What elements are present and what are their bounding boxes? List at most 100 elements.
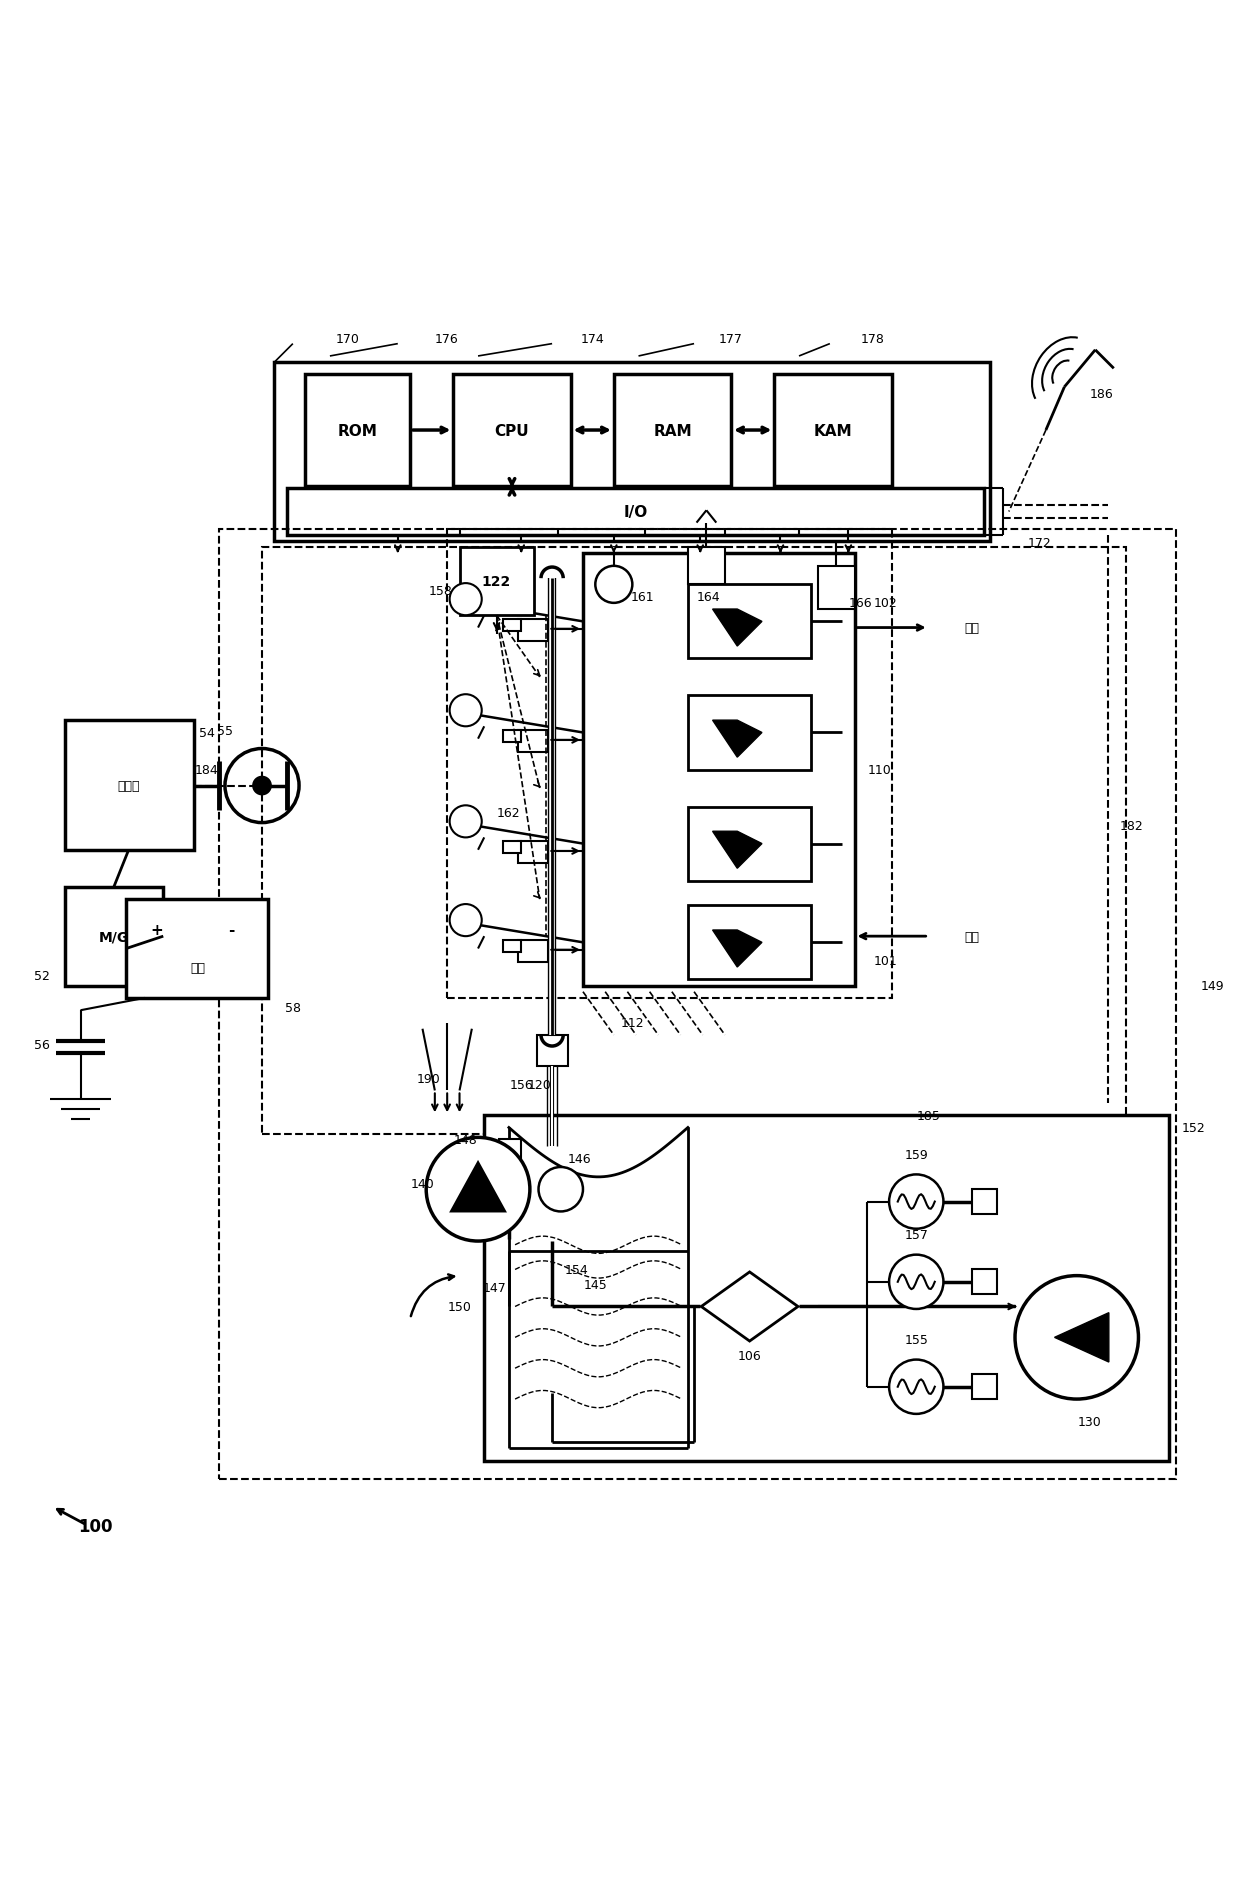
Text: 147: 147	[482, 1281, 506, 1294]
Text: 154: 154	[565, 1264, 589, 1275]
Text: 178: 178	[861, 332, 884, 345]
Text: 174: 174	[580, 332, 604, 345]
Text: 161: 161	[630, 590, 653, 604]
Text: I/O: I/O	[624, 505, 647, 520]
FancyBboxPatch shape	[774, 376, 892, 486]
Text: 56: 56	[35, 1038, 50, 1051]
Circle shape	[889, 1359, 944, 1414]
Text: 130: 130	[1078, 1416, 1101, 1427]
Text: 100: 100	[78, 1517, 113, 1535]
Text: 58: 58	[285, 1002, 301, 1015]
Text: 101: 101	[873, 955, 898, 968]
FancyBboxPatch shape	[502, 619, 521, 632]
Text: 148: 148	[454, 1133, 477, 1146]
FancyBboxPatch shape	[274, 363, 991, 541]
Text: 55: 55	[217, 725, 233, 736]
FancyBboxPatch shape	[454, 376, 570, 486]
FancyBboxPatch shape	[126, 900, 268, 998]
Text: 164: 164	[697, 590, 720, 604]
Text: 变速器: 变速器	[118, 780, 140, 793]
Text: 155: 155	[904, 1334, 929, 1346]
FancyBboxPatch shape	[817, 566, 854, 609]
Circle shape	[450, 695, 482, 727]
Text: 102: 102	[873, 598, 898, 609]
FancyBboxPatch shape	[614, 376, 732, 486]
FancyBboxPatch shape	[583, 554, 854, 987]
FancyBboxPatch shape	[484, 1116, 1169, 1461]
Text: 150: 150	[448, 1300, 471, 1313]
Polygon shape	[451, 1162, 505, 1211]
Text: 184: 184	[195, 763, 218, 776]
FancyBboxPatch shape	[502, 841, 521, 854]
FancyBboxPatch shape	[537, 1036, 568, 1067]
FancyBboxPatch shape	[305, 376, 410, 486]
Polygon shape	[702, 1272, 799, 1342]
Circle shape	[450, 905, 482, 936]
FancyBboxPatch shape	[972, 1270, 997, 1294]
Circle shape	[595, 566, 632, 604]
Text: 146: 146	[568, 1152, 591, 1165]
Polygon shape	[713, 609, 761, 647]
Text: 122: 122	[482, 575, 511, 588]
Text: -: -	[228, 922, 234, 938]
Text: 159: 159	[904, 1148, 929, 1162]
Circle shape	[252, 776, 272, 795]
Text: 156: 156	[510, 1078, 533, 1091]
FancyBboxPatch shape	[688, 807, 811, 881]
FancyBboxPatch shape	[517, 619, 548, 642]
Text: 149: 149	[1200, 979, 1224, 993]
Text: 106: 106	[738, 1349, 761, 1363]
Text: 排气: 排气	[965, 623, 980, 634]
Text: 170: 170	[336, 332, 360, 345]
FancyBboxPatch shape	[460, 549, 533, 615]
Circle shape	[889, 1255, 944, 1310]
Text: RAM: RAM	[653, 423, 692, 438]
Text: ROM: ROM	[337, 423, 378, 438]
Circle shape	[1016, 1275, 1138, 1399]
Text: 186: 186	[1090, 387, 1114, 400]
Text: M/G: M/G	[99, 930, 129, 943]
FancyBboxPatch shape	[688, 549, 725, 585]
FancyBboxPatch shape	[972, 1190, 997, 1215]
Text: 166: 166	[849, 598, 873, 609]
Text: 176: 176	[435, 332, 459, 345]
Text: 145: 145	[584, 1277, 608, 1291]
FancyBboxPatch shape	[688, 905, 811, 979]
Polygon shape	[713, 930, 761, 968]
FancyBboxPatch shape	[498, 1139, 521, 1160]
FancyBboxPatch shape	[502, 731, 521, 742]
Text: KAM: KAM	[813, 423, 852, 438]
Text: 185: 185	[916, 1108, 941, 1122]
Text: 54: 54	[198, 727, 215, 740]
Circle shape	[450, 585, 482, 615]
Polygon shape	[713, 721, 761, 757]
FancyBboxPatch shape	[502, 940, 521, 953]
Text: 162: 162	[497, 807, 521, 820]
Circle shape	[538, 1167, 583, 1211]
FancyBboxPatch shape	[688, 697, 811, 771]
Text: 112: 112	[620, 1017, 644, 1029]
FancyBboxPatch shape	[286, 490, 985, 535]
Text: 190: 190	[417, 1072, 440, 1086]
Polygon shape	[1054, 1313, 1109, 1363]
Circle shape	[427, 1137, 529, 1241]
Text: 152: 152	[1182, 1122, 1205, 1135]
Text: 140: 140	[410, 1177, 434, 1190]
Text: +: +	[151, 922, 164, 938]
FancyBboxPatch shape	[64, 886, 164, 987]
Text: 电池: 电池	[190, 960, 206, 974]
Circle shape	[889, 1175, 944, 1230]
Polygon shape	[713, 831, 761, 869]
FancyBboxPatch shape	[688, 585, 811, 659]
FancyBboxPatch shape	[972, 1374, 997, 1399]
Text: CPU: CPU	[495, 423, 529, 438]
FancyBboxPatch shape	[517, 940, 548, 962]
Text: 158: 158	[429, 585, 453, 598]
Text: 52: 52	[35, 970, 50, 983]
Text: 157: 157	[904, 1228, 929, 1241]
Text: 182: 182	[1120, 820, 1143, 831]
Text: 172: 172	[1028, 537, 1052, 550]
FancyBboxPatch shape	[517, 841, 548, 864]
Text: 110: 110	[867, 763, 892, 776]
FancyBboxPatch shape	[64, 721, 195, 850]
